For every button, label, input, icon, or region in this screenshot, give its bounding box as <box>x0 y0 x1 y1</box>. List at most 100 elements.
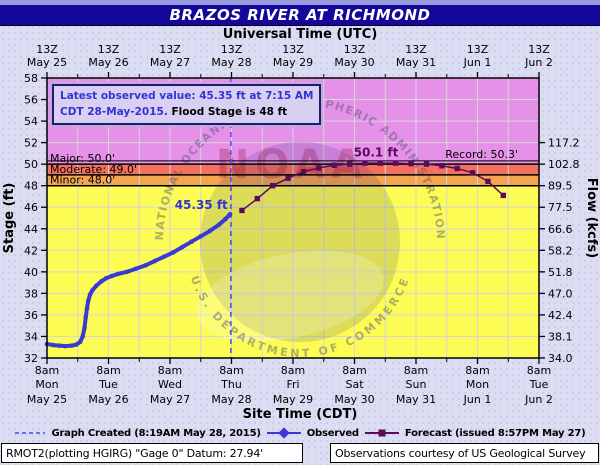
legend-observed-label: Observed <box>306 427 359 439</box>
chart-legend: Graph Created (8:19AM May 28, 2015) Obse… <box>0 425 600 441</box>
observed-marker <box>85 298 91 304</box>
stage-tick-label: 46 <box>24 201 38 214</box>
stage-tick-label: 48 <box>24 180 38 193</box>
bottom-tick-date-label: May 29 <box>273 393 313 406</box>
flow-tick-label: 117.2 <box>548 137 580 150</box>
forecast-marker <box>454 165 460 172</box>
utc-axis-title: Universal Time (UTC) <box>222 27 378 42</box>
top-tick-time-label: 13Z <box>467 43 489 56</box>
stage-tick-label: 52 <box>24 137 38 150</box>
legend-created-label: Graph Created (8:19AM May 28, 2015) <box>51 427 261 439</box>
observed-marker <box>161 254 167 260</box>
flow-tick-label: 102.8 <box>548 158 580 171</box>
flow-tick-label: 51.8 <box>548 266 573 279</box>
forecast-marker <box>285 175 291 181</box>
top-tick-date-label: Jun 1 <box>463 56 492 69</box>
bottom-tick-time-label: 8am <box>281 364 305 377</box>
observed-marker <box>115 271 121 277</box>
observed-marker <box>180 244 185 250</box>
observed-line-icon <box>266 427 301 439</box>
top-tick-date-label: Jun 2 <box>524 56 553 69</box>
stage-tick-label: 54 <box>24 115 38 128</box>
stage-tick-label: 58 <box>24 72 38 85</box>
top-tick-date-label: May 28 <box>211 56 251 69</box>
observed-marker <box>109 273 114 279</box>
observed-marker <box>69 343 74 348</box>
bottom-tick-date-label: May 28 <box>211 393 251 406</box>
stage-tick-label: 36 <box>24 309 38 322</box>
forecast-marker <box>377 160 384 166</box>
stage-tick-label: 38 <box>24 287 38 300</box>
bottom-tick-day-label: Tue <box>98 378 118 391</box>
latest-observed-annotation: Latest observed value: 45.35 ft at 7:15 … <box>49 82 324 127</box>
flow-tick-label: 66.6 <box>548 223 573 236</box>
observed-marker <box>82 325 87 331</box>
top-tick-date-label: May 29 <box>273 56 313 69</box>
bottom-tick-day-label: Fri <box>286 378 299 391</box>
stage-tick-label: 42 <box>24 244 38 257</box>
courtesy-box: Observations courtesy of US Geological S… <box>330 443 599 463</box>
bottom-tick-date-label: May 30 <box>334 393 374 406</box>
flow-axis-title: Flow (kcfs) <box>584 178 599 258</box>
bottom-tick-time-label: 8am <box>465 364 489 377</box>
stage-tick-label: 44 <box>24 223 38 236</box>
observed-series <box>44 211 233 349</box>
bottom-tick-day-label: Sun <box>406 378 427 391</box>
stage-tick-label: 40 <box>24 266 38 279</box>
legend-forecast-label: Forecast (issued 8:57PM May 27) <box>404 427 586 439</box>
bottom-tick-day-label: Thu <box>220 378 242 391</box>
forecast-marker <box>485 178 491 185</box>
moderate-flood-label: Moderate: 49.0' <box>50 163 137 176</box>
observed-marker <box>84 306 90 311</box>
page-title: BRAZOS RIVER AT RICHMOND <box>169 6 431 24</box>
title-bar: BRAZOS RIVER AT RICHMOND <box>0 0 600 26</box>
bottom-tick-day-label: Mon <box>466 378 489 391</box>
forecast-square-swatch <box>378 429 386 437</box>
flow-tick-label: 42.4 <box>548 309 573 322</box>
bottom-tick-day-label: Sat <box>345 378 364 391</box>
minor-flood-label: Minor: 48.0' <box>50 174 115 187</box>
top-tick-time-label: 13Z <box>221 43 243 56</box>
forecast-series <box>239 160 507 214</box>
flow-tick-label: 47.0 <box>548 287 573 300</box>
forecast-marker <box>239 207 245 214</box>
bottom-tick-time-label: 8am <box>96 364 120 377</box>
forecast-marker <box>362 160 368 166</box>
stage-tick-label: 56 <box>24 94 38 107</box>
observed-marker <box>143 263 148 268</box>
bottom-tick-date-label: Jun 1 <box>463 393 492 406</box>
flow-tick-label: 58.2 <box>548 244 573 257</box>
noaa-seagull <box>196 250 384 342</box>
stage-axis-title: Stage (ft) <box>2 183 17 254</box>
top-tick-date-label: May 25 <box>27 56 67 69</box>
forecast-marker <box>408 160 414 167</box>
bottom-tick-time-label: 8am <box>158 364 182 377</box>
observed-marker <box>50 342 56 348</box>
observed-marker <box>216 222 222 227</box>
stage-tick-label: 32 <box>24 352 38 365</box>
forecast-marker <box>331 162 337 168</box>
top-tick-time-label: 13Z <box>98 43 120 56</box>
forecast-marker <box>423 161 430 167</box>
observed-marker <box>57 343 62 348</box>
courtesy-text: Observations courtesy of US Geological S… <box>335 446 586 460</box>
bottom-tick-date-label: May 25 <box>27 393 67 406</box>
flow-tick-label: 89.5 <box>548 180 573 193</box>
forecast-marker <box>393 160 399 166</box>
observed-marker <box>98 279 104 284</box>
observed-marker <box>74 342 79 347</box>
observed-marker <box>103 276 109 281</box>
graph-created-line-icon <box>15 432 46 434</box>
forecast-marker <box>270 182 276 189</box>
observed-marker <box>198 234 204 239</box>
observed-marker <box>63 343 68 349</box>
point-label: 45.35 ft <box>175 198 228 212</box>
annotation-line2: CDT 28-May-2015. Flood Stage is 48 ft <box>60 106 288 119</box>
top-tick-date-label: May 26 <box>88 56 128 69</box>
observed-marker <box>152 258 157 264</box>
point-label: 50.1 ft <box>354 146 399 160</box>
top-tick-time-label: 13Z <box>282 43 304 56</box>
